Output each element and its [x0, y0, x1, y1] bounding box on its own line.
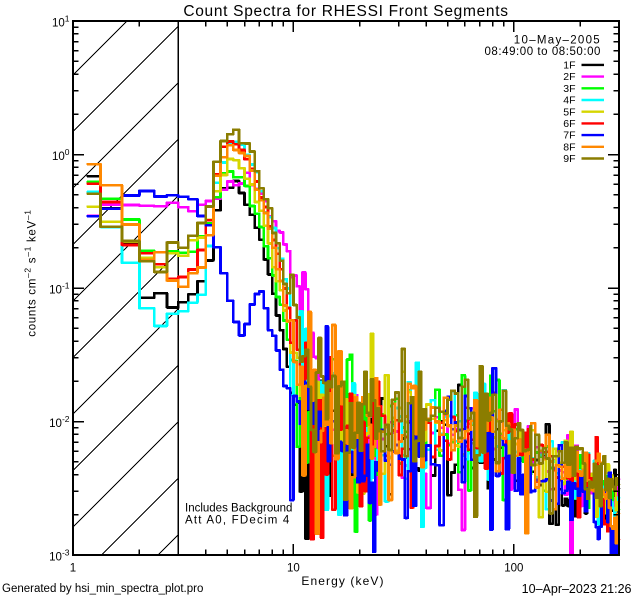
svg-text:10-1: 10-1: [49, 281, 70, 297]
svg-text:Energy (keV): Energy (keV): [301, 574, 384, 588]
svg-text:Count Spectra for RHESSI Front: Count Spectra for RHESSI Front Segments: [183, 3, 508, 20]
svg-text:Includes Background: Includes Background: [185, 503, 292, 515]
svg-text:08:49:00 to 08:50:00: 08:49:00 to 08:50:00: [484, 46, 601, 58]
svg-text:4F: 4F: [563, 95, 575, 107]
svg-text:9F: 9F: [563, 153, 575, 165]
svg-text:10-2: 10-2: [49, 414, 70, 430]
svg-text:100: 100: [504, 563, 523, 575]
svg-text:10–May–2005: 10–May–2005: [514, 35, 601, 47]
svg-text:1: 1: [70, 563, 76, 575]
svg-text:7F: 7F: [563, 130, 575, 142]
svg-text:2F: 2F: [563, 71, 575, 83]
svg-text:8F: 8F: [563, 141, 575, 153]
svg-text:10-3: 10-3: [49, 548, 70, 564]
svg-text:10–Apr–2023 21:26: 10–Apr–2023 21:26: [522, 582, 632, 596]
svg-text:101: 101: [52, 14, 70, 30]
svg-text:10: 10: [287, 563, 300, 575]
svg-text:100: 100: [52, 147, 70, 163]
svg-text:5F: 5F: [563, 106, 575, 118]
svg-text:Att A0, FDecim 4: Att A0, FDecim 4: [185, 515, 290, 527]
svg-text:counts cm–2 s–1 keV–1: counts cm–2 s–1 keV–1: [23, 209, 39, 336]
svg-text:6F: 6F: [563, 118, 575, 130]
svg-text:1F: 1F: [563, 60, 575, 72]
svg-text:Generated by hsi_min_spectra_p: Generated by hsi_min_spectra_plot.pro: [2, 583, 203, 595]
svg-text:3F: 3F: [563, 83, 575, 95]
